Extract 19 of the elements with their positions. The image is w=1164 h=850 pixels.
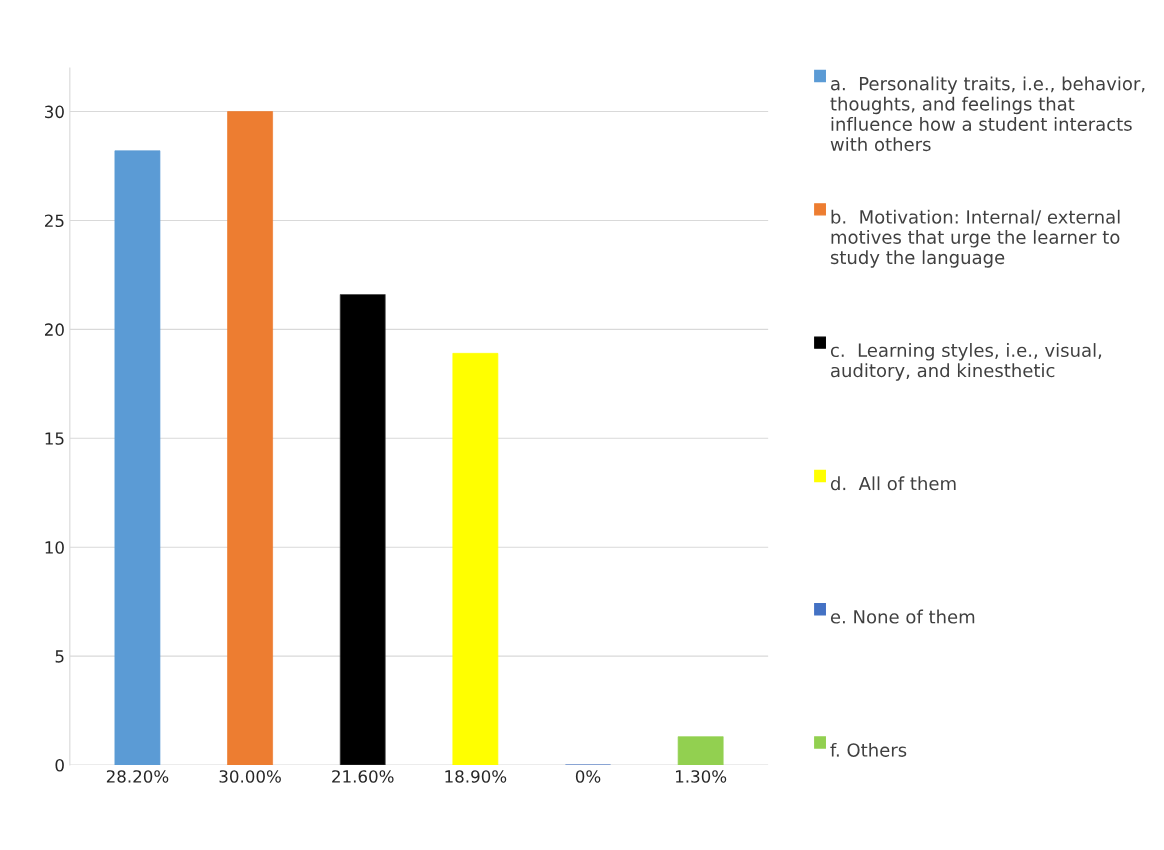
y-tick-label: 15	[45, 432, 64, 445]
y-tick-label: 10	[45, 541, 64, 554]
legend-label: e. None of them	[830, 609, 975, 624]
legend-label: c. Learning styles, i.e., visual, auditory, and kinesthetic	[830, 343, 1102, 381]
x-tick-label: 0%	[575, 770, 601, 783]
y-tick-label: 20	[44, 323, 64, 336]
y-tick-label: 30	[45, 105, 64, 119]
y-tick-label: 0	[55, 758, 64, 772]
x-tick-label: 30.00%	[219, 770, 281, 783]
legend-label: b. Motivation: Internal/ external motives that urge the learner to study the language	[830, 209, 1120, 268]
x-tick-label: 21.60%	[332, 770, 394, 783]
x-tick-label: 18.90%	[445, 770, 507, 783]
legend-label: f. Others	[830, 742, 907, 757]
y-tick-label: 25	[44, 214, 64, 228]
legend-label: a. Personality traits, i.e., behavior, thoughts, and feelings that influence how a student interacts with others	[830, 76, 1145, 152]
x-tick-label: 1.30%	[676, 770, 727, 783]
legend-label: d. All of them	[830, 476, 956, 491]
x-tick-label: 28.20%	[106, 770, 169, 783]
y-tick-label: 5	[55, 650, 64, 663]
